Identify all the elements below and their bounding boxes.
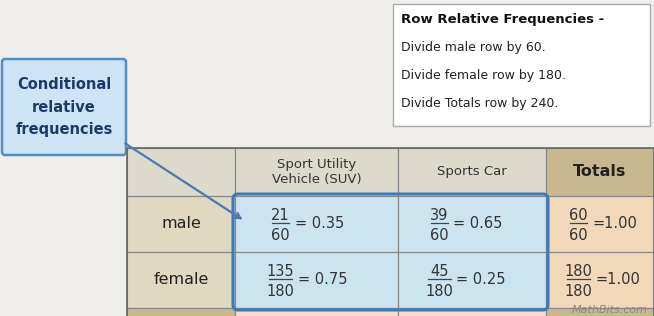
- Bar: [546, 196, 654, 252]
- Text: =1.00: =1.00: [593, 216, 638, 232]
- Text: 180: 180: [267, 283, 294, 299]
- Text: 180: 180: [564, 264, 593, 278]
- Text: Totals: Totals: [574, 165, 627, 179]
- Bar: [546, 308, 654, 316]
- Text: Divide female row by 180.: Divide female row by 180.: [401, 70, 566, 82]
- Text: 180: 180: [426, 283, 453, 299]
- Text: 21: 21: [271, 208, 290, 222]
- Text: Row Relative Frequencies -: Row Relative Frequencies -: [401, 14, 604, 27]
- Bar: [398, 252, 546, 308]
- Text: 60: 60: [569, 228, 588, 242]
- Bar: [127, 252, 235, 308]
- Text: MathBits.com: MathBits.com: [572, 305, 648, 315]
- Bar: [398, 148, 546, 196]
- FancyBboxPatch shape: [2, 59, 126, 155]
- Bar: [546, 148, 654, 196]
- Text: 60: 60: [569, 208, 588, 222]
- Bar: [235, 252, 398, 308]
- Text: 60: 60: [271, 228, 290, 242]
- Bar: [546, 252, 654, 308]
- Text: male: male: [161, 216, 201, 232]
- Bar: [127, 148, 654, 316]
- Bar: [127, 196, 235, 252]
- Text: Divide Totals row by 240.: Divide Totals row by 240.: [401, 98, 559, 111]
- Bar: [398, 308, 546, 316]
- Text: Divide male row by 60.: Divide male row by 60.: [401, 41, 545, 54]
- Text: Conditional
relative
frequencies: Conditional relative frequencies: [15, 77, 112, 137]
- Text: 60: 60: [430, 228, 449, 242]
- Bar: [393, 4, 650, 126]
- Text: =1.00: =1.00: [596, 272, 640, 288]
- Text: = 0.35: = 0.35: [294, 216, 344, 232]
- Text: female: female: [153, 272, 209, 288]
- Bar: [235, 148, 398, 196]
- Bar: [235, 308, 398, 316]
- Text: = 0.75: = 0.75: [298, 272, 347, 288]
- Bar: [127, 148, 235, 196]
- Text: 45: 45: [430, 264, 449, 278]
- Text: 135: 135: [267, 264, 294, 278]
- Text: = 0.65: = 0.65: [453, 216, 503, 232]
- Text: Sport Utility
Vehicle (SUV): Sport Utility Vehicle (SUV): [271, 158, 361, 186]
- Text: Sports Car: Sports Car: [437, 166, 507, 179]
- Bar: [127, 308, 235, 316]
- Text: 180: 180: [564, 283, 593, 299]
- Text: 39: 39: [430, 208, 449, 222]
- Bar: [398, 196, 546, 252]
- Bar: [235, 196, 398, 252]
- Text: = 0.25: = 0.25: [456, 272, 506, 288]
